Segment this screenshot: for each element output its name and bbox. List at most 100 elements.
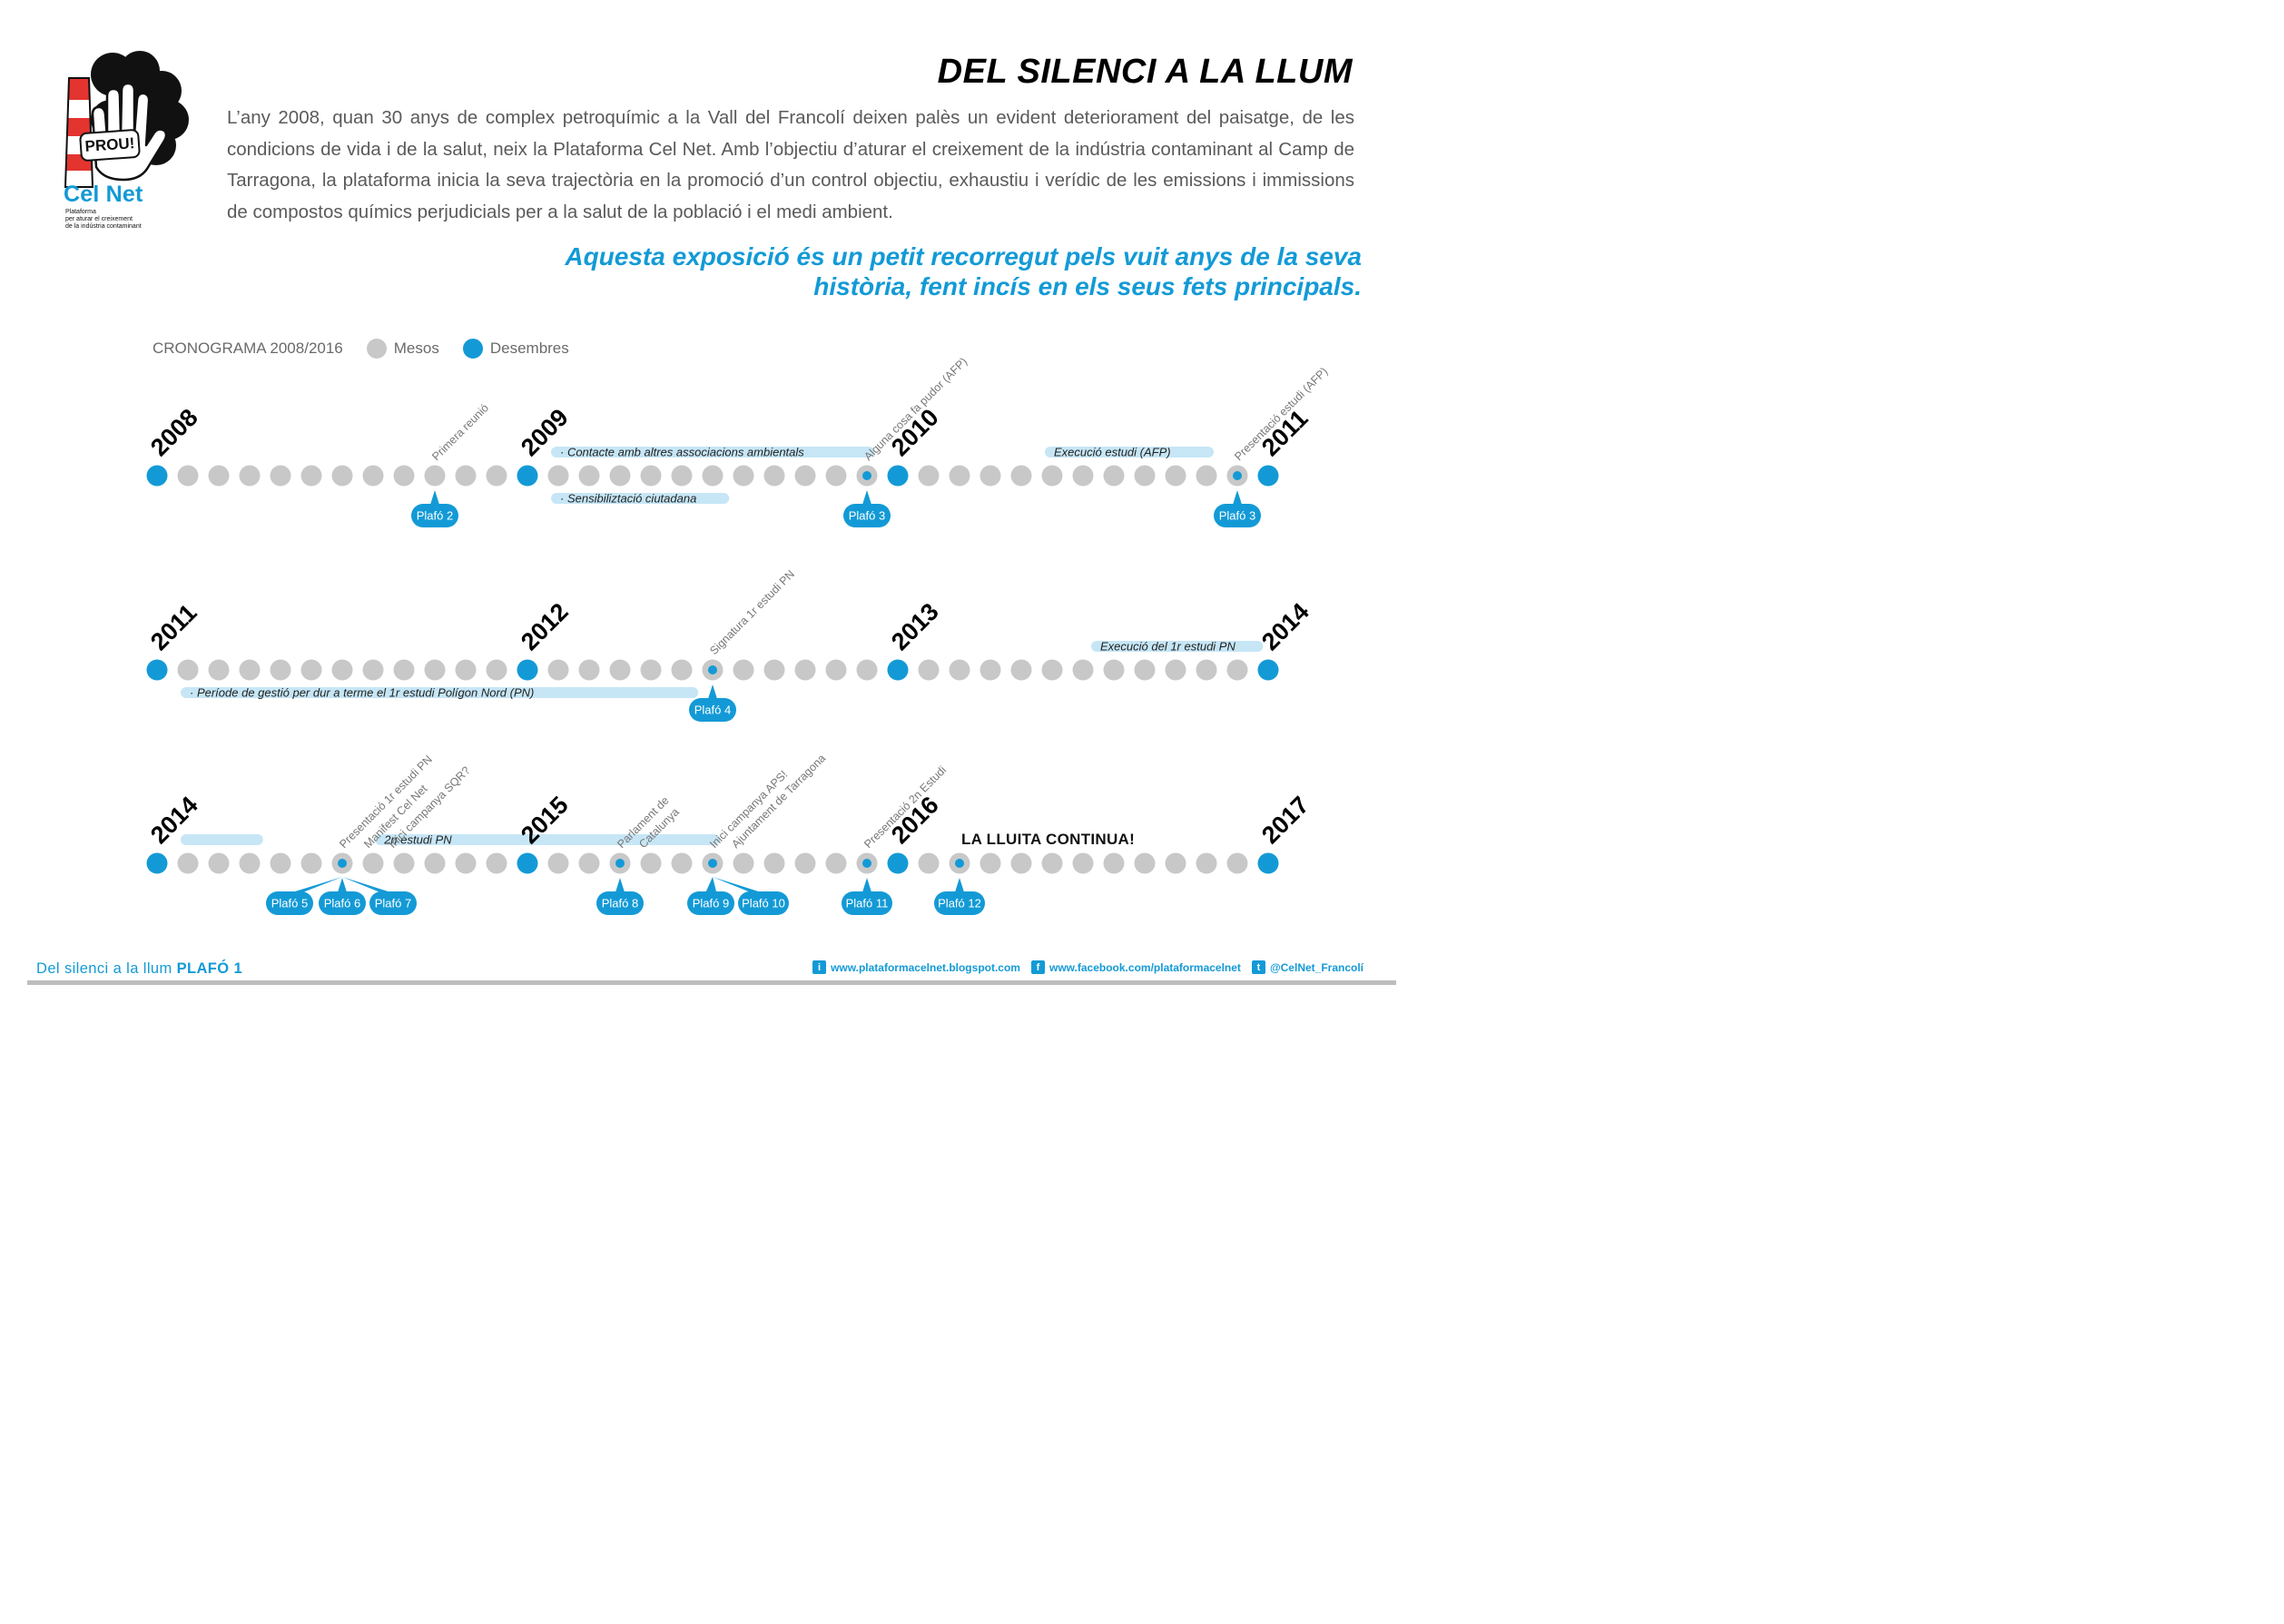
panel-pill (369, 891, 417, 915)
continue-label: LA LLUITA CONTINUA! (961, 831, 1135, 848)
panel-callout: Plafó 3 (843, 490, 891, 527)
event-marker (955, 859, 964, 868)
month-dot (794, 465, 816, 487)
panel-pill (689, 698, 736, 722)
month-dot (763, 465, 785, 487)
month-dot (733, 852, 754, 874)
legend-decembers-label: Desembres (489, 340, 569, 357)
year-label: 2014 (1256, 598, 1314, 656)
month-dot (578, 852, 600, 874)
panel-callout: Plafó 8 (596, 878, 644, 915)
event-marker (708, 859, 717, 868)
event-marker (708, 665, 717, 674)
month-dot (270, 465, 291, 487)
month-dot (300, 659, 322, 681)
legend-title: CRONOGRAMA 2008/2016 (153, 340, 343, 357)
logo-tagline-line: Plataforma (65, 209, 96, 215)
panel-callout: Plafó 6 (319, 878, 366, 915)
december-dot (1257, 852, 1279, 874)
month-dot (208, 659, 230, 681)
event-marker (615, 859, 625, 868)
panel-pill (1214, 504, 1261, 527)
month-dot (980, 465, 1001, 487)
panel-pill (842, 891, 892, 915)
event-label: Ajuntament de Tarragona (729, 752, 828, 851)
panel-pill (319, 891, 366, 915)
month-dot (1072, 465, 1094, 487)
twitter-link[interactable]: @CelNet_Francolí (1269, 960, 1364, 974)
logo-tagline-line: de la indústria contaminant (65, 223, 142, 230)
december-dot (887, 659, 909, 681)
month-dot (980, 852, 1001, 874)
footer-links: i www.plataformacelnet.blogspot.com f ww… (802, 960, 1364, 974)
panel-pointer (704, 877, 717, 895)
month-dot (578, 465, 600, 487)
prou-sign: PROU! (78, 128, 142, 162)
panel-pill (266, 891, 313, 915)
month-dot (455, 659, 477, 681)
panel-callout: Plafó 4 (689, 684, 736, 722)
month-dot (1103, 465, 1125, 487)
event-marker (862, 859, 871, 868)
twitter-icon: t (1251, 960, 1265, 974)
month-dot (609, 465, 631, 487)
cel-net-logo: PROU! Cel Net Plataforma per aturar el c… (56, 44, 192, 234)
blog-link[interactable]: www.plataformacelnet.blogspot.com (831, 960, 1020, 974)
legend-decembers-dot (462, 339, 483, 359)
panel-label: Plafó 3 (849, 509, 885, 523)
month-dot (671, 465, 693, 487)
logo-tagline: Plataforma per aturar el creixement de l… (65, 209, 142, 231)
period-band (181, 834, 263, 845)
facebook-link[interactable]: www.facebook.com/plataformacelnet (1048, 960, 1241, 974)
month-dot (1103, 659, 1125, 681)
timeline-row: · Contacte amb altres associacions ambie… (145, 355, 1330, 527)
month-dot (1165, 465, 1186, 487)
month-dot (547, 852, 569, 874)
panel-label: Plafó 5 (271, 897, 308, 910)
month-dot (331, 465, 353, 487)
panel-pill (738, 891, 789, 915)
month-dot (794, 852, 816, 874)
event-label: Signatura 1r estudi PN (707, 567, 797, 657)
footer-panel-number: PLAFÓ 1 (176, 960, 243, 977)
panel-callout: Plafó 2 (411, 490, 458, 527)
month-dot (1196, 852, 1217, 874)
year-label: 2012 (516, 598, 574, 656)
month-dot (455, 852, 477, 874)
month-dot (424, 465, 446, 487)
footer-rule (27, 980, 1396, 985)
december-dot (146, 659, 168, 681)
month-dot (1226, 659, 1248, 681)
month-dot (640, 852, 662, 874)
facebook-icon: f (1030, 960, 1045, 974)
logo-tagline-line: per aturar el creixement (65, 216, 133, 222)
month-dot (980, 659, 1001, 681)
month-dot (733, 465, 754, 487)
panel-callout: Plafó 9 (687, 877, 734, 915)
month-dot (1010, 659, 1032, 681)
panel-pointer (1232, 490, 1243, 507)
period-band-label: 2n estudi PN (383, 833, 452, 847)
panel-pill (596, 891, 644, 915)
period-band-label: · Sensibiliztació ciutadana (560, 492, 696, 506)
period-band (1091, 641, 1264, 652)
month-dot (640, 465, 662, 487)
year-label: 2011 (145, 599, 202, 656)
panel-callout: Plafó 3 (1214, 490, 1261, 527)
month-dot (362, 852, 384, 874)
panel-pill (934, 891, 985, 915)
month-dot (1196, 465, 1217, 487)
year-label: 2013 (886, 598, 944, 656)
december-dot (517, 465, 538, 487)
panel-pointer (283, 877, 342, 895)
month-dot (331, 659, 353, 681)
logo-name: Cel Net (64, 182, 143, 207)
month-dot (794, 659, 816, 681)
panel-label: Plafó 3 (1219, 509, 1255, 523)
panel-label: Plafó 4 (694, 704, 731, 717)
month-dot (486, 465, 507, 487)
december-dot (517, 852, 538, 874)
month-dot (177, 852, 199, 874)
month-dot (949, 659, 970, 681)
month-dot (763, 659, 785, 681)
